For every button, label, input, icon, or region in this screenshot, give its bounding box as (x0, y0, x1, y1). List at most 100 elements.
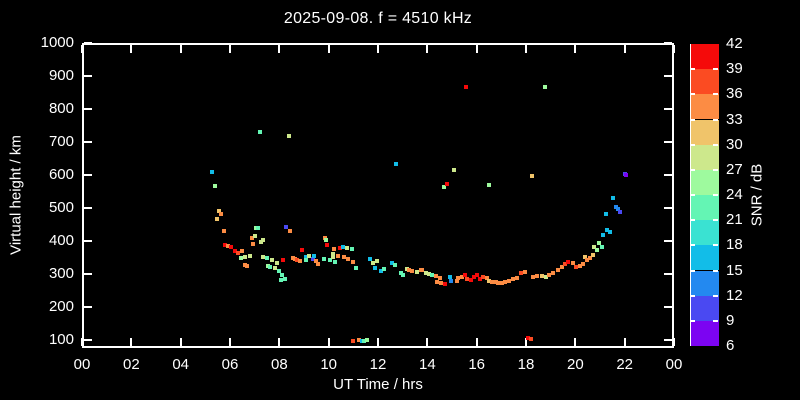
x-tick (426, 45, 429, 53)
data-point (213, 183, 218, 188)
data-point (239, 256, 244, 261)
y-tick (664, 75, 672, 77)
data-point (477, 276, 482, 281)
data-point (434, 279, 439, 284)
x-tick (525, 45, 527, 53)
data-point (287, 229, 292, 234)
y-tick (84, 75, 92, 77)
colorbar-tick (713, 93, 718, 96)
data-point (324, 238, 329, 242)
data-point (407, 268, 412, 273)
data-point (267, 265, 272, 270)
data-point (556, 268, 561, 273)
x-tick-label: 08 (270, 356, 288, 373)
data-point (356, 338, 361, 343)
colorbar-segment (691, 69, 719, 95)
data-point (519, 271, 524, 275)
y-tick (664, 306, 672, 308)
colorbar-tick (713, 168, 718, 171)
data-point (608, 230, 613, 235)
x-tick (475, 338, 478, 346)
colorbar-tick (713, 294, 718, 297)
data-point (433, 273, 438, 278)
colorbar-tick (690, 93, 695, 96)
data-point (364, 338, 369, 342)
y-tick-label: 600 (48, 166, 74, 183)
data-point (250, 236, 255, 241)
data-point (499, 280, 504, 285)
data-point (480, 274, 485, 279)
data-point (232, 248, 237, 253)
data-point (242, 254, 247, 259)
data-point (485, 275, 490, 280)
colorbar-tick (690, 68, 695, 71)
colorbar-tick (690, 294, 695, 297)
data-point (503, 279, 508, 284)
data-point (530, 274, 535, 279)
data-point (588, 255, 593, 260)
x-tick-label: 04 (172, 356, 189, 373)
y-tick (84, 207, 92, 209)
y-tick (664, 174, 672, 176)
data-point (615, 206, 620, 211)
data-point (247, 253, 252, 258)
x-tick-label: 20 (566, 356, 584, 373)
data-point (359, 338, 364, 343)
data-point (280, 272, 285, 277)
data-point (312, 254, 317, 259)
colorbar-tick-label: 12 (726, 286, 743, 304)
data-point (349, 247, 354, 252)
data-point (580, 262, 585, 267)
data-point (274, 261, 279, 266)
plot-area (82, 43, 674, 348)
data-point (283, 276, 287, 281)
data-point (550, 271, 555, 275)
data-point (245, 264, 250, 269)
data-point (265, 255, 269, 260)
data-point (351, 338, 356, 343)
colorbar-tick (690, 143, 695, 146)
y-tick (84, 174, 92, 176)
data-point (574, 265, 579, 270)
data-point (378, 269, 383, 274)
data-point (487, 278, 492, 283)
data-point (225, 243, 230, 248)
colorbar-segment (691, 220, 719, 246)
x-tick-label: 22 (616, 356, 633, 373)
data-point (350, 259, 355, 264)
data-point (299, 247, 304, 252)
data-point (338, 246, 342, 251)
data-point (258, 239, 263, 244)
x-tick (426, 338, 429, 346)
x-tick (179, 338, 182, 346)
data-point (424, 271, 429, 275)
y-tick (84, 42, 92, 44)
colorbar-tick (713, 319, 718, 322)
data-point (321, 256, 326, 261)
y-tick (84, 141, 92, 143)
data-point (496, 280, 501, 285)
plot-title: 2025-09-08. f = 4510 kHz (283, 10, 473, 27)
x-tick (130, 45, 133, 53)
data-point (314, 259, 319, 264)
x-tick-label: 16 (468, 356, 485, 373)
data-point (368, 256, 373, 261)
data-point (582, 254, 587, 259)
x-tick (673, 45, 675, 53)
y-tick (664, 42, 672, 44)
colorbar-title: SNR / dB (748, 163, 766, 227)
colorbar-tick-label: 15 (726, 261, 743, 279)
data-point (506, 278, 511, 283)
data-point (471, 274, 476, 279)
y-tick (664, 273, 672, 275)
y-tick-label: 700 (48, 133, 74, 150)
colorbar-tick (713, 143, 718, 146)
y-tick (664, 207, 672, 209)
colorbar-tick-label: 6 (726, 337, 735, 354)
colorbar-tick-label: 39 (726, 60, 743, 78)
data-point (410, 269, 415, 274)
colorbar-tick-label: 24 (726, 186, 743, 203)
data-point (332, 246, 337, 251)
colorbar-tick (713, 219, 718, 222)
